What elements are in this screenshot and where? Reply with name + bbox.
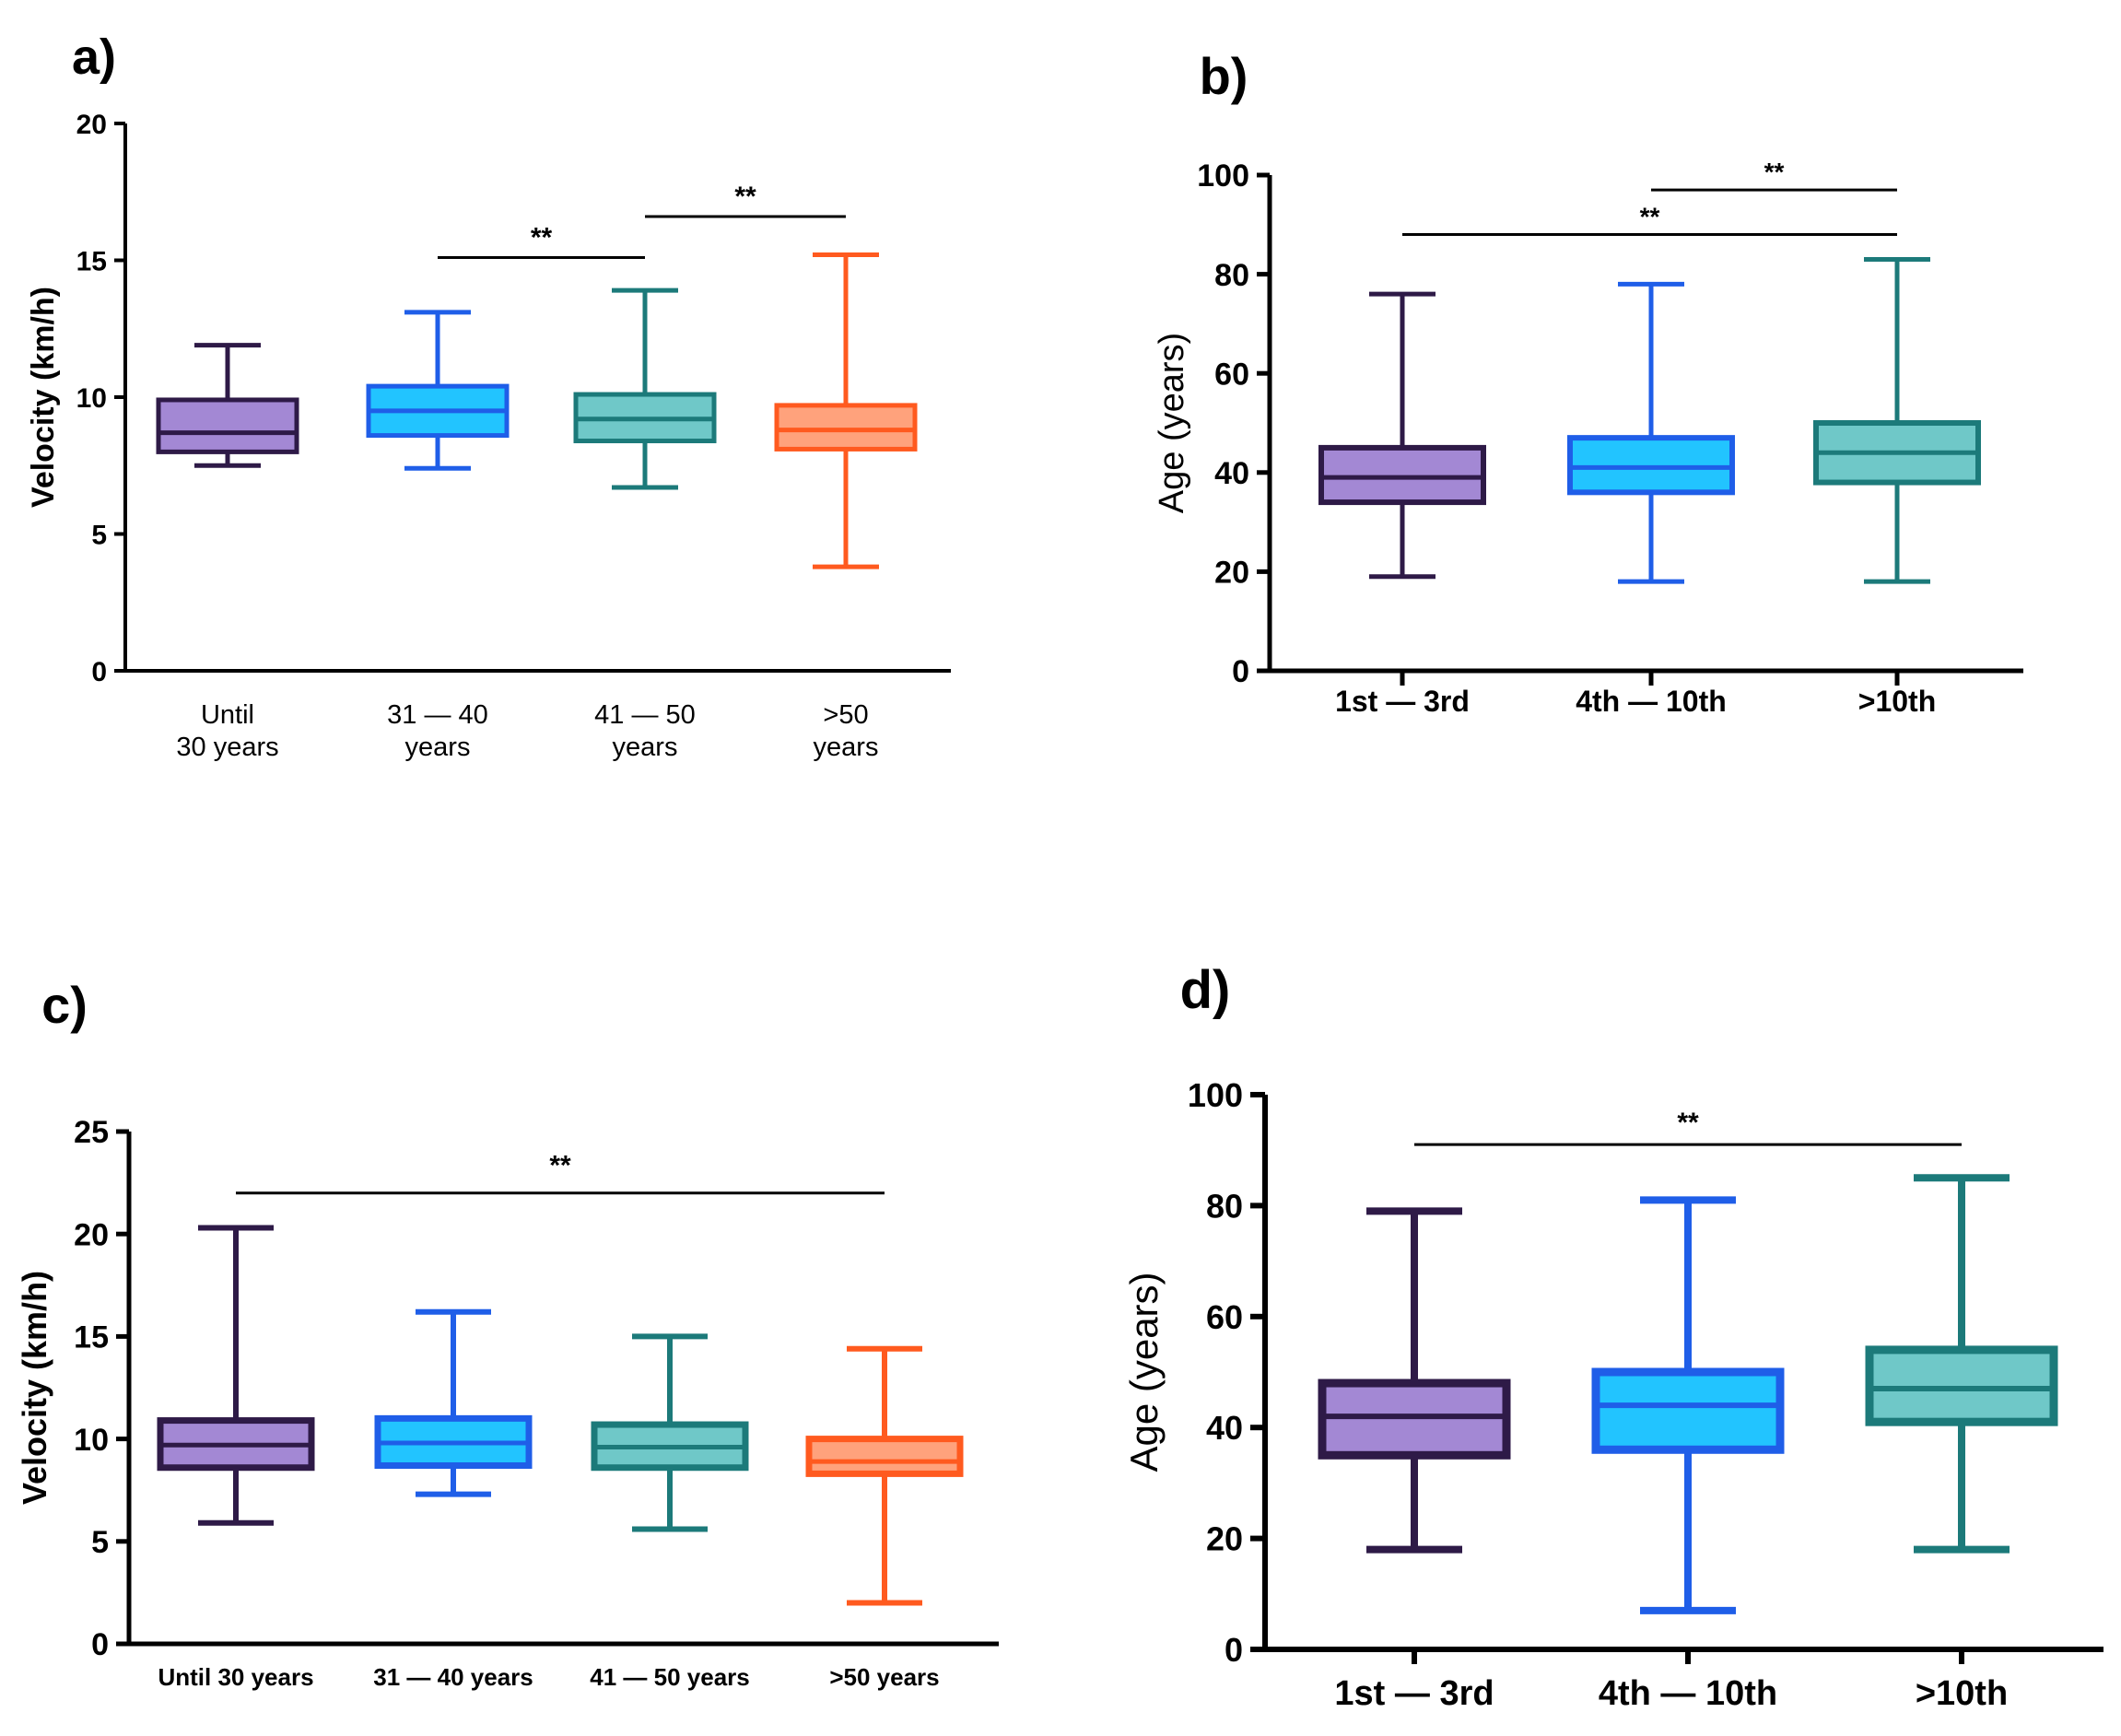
y-tick-label: 100 — [1197, 158, 1249, 194]
y-tick-label: 15 — [74, 1320, 109, 1355]
panel-b: b) Age (years) 0 20 40 60 80 100 1st — 3rd 4th — … — [1153, 47, 2023, 718]
box-2 — [374, 1308, 533, 1497]
y-tick-label: 20 — [76, 110, 107, 140]
box-1 — [1318, 1207, 1511, 1554]
y-tick-label: 40 — [1214, 456, 1249, 491]
box-1 — [156, 343, 299, 468]
iqr-box — [1591, 1367, 1785, 1454]
x-tick-label: 31 — 40 years — [373, 1663, 533, 1691]
y-tick-label: 5 — [91, 1525, 109, 1560]
significance-label: ** — [531, 223, 553, 253]
box-2 — [1567, 281, 1735, 584]
x-tick-label: >10th — [1858, 685, 1936, 718]
x-tick-label: 30 years — [176, 733, 278, 762]
y-tick-label: 0 — [1232, 654, 1249, 689]
iqr-box — [1865, 1345, 2058, 1426]
iqr-box — [805, 1436, 964, 1477]
y-tick-label: 0 — [91, 1627, 109, 1662]
y-tick-label: 80 — [1214, 258, 1249, 293]
y-tick-label: 10 — [74, 1423, 109, 1458]
significance-label: ** — [734, 182, 756, 212]
y-tick-label: 15 — [76, 246, 107, 276]
panel-label: d) — [1180, 960, 1231, 1020]
y-axis-label: Velocity (km/h) — [16, 1271, 53, 1505]
y-tick-label: 80 — [1206, 1187, 1243, 1225]
y-tick-label: 60 — [1206, 1298, 1243, 1336]
iqr-box — [1318, 444, 1486, 506]
y-axis-label: Velocity (km/h) — [26, 287, 61, 508]
panel-label: c) — [41, 976, 88, 1034]
y-tick-label: 5 — [91, 520, 107, 550]
x-tick-label: years — [613, 733, 678, 762]
significance-label: ** — [1640, 203, 1660, 231]
y-tick-label: 20 — [74, 1217, 109, 1252]
y-tick-label: 10 — [76, 383, 107, 414]
x-tick-label: 1st — 3rd — [1335, 685, 1470, 718]
box-3 — [591, 1333, 749, 1532]
iqr-box — [1318, 1378, 1511, 1460]
box-3 — [1813, 256, 1981, 584]
x-tick-label: Until 30 years — [158, 1663, 313, 1691]
x-tick-label: 41 — 50 — [594, 700, 696, 730]
y-tick-label: 100 — [1188, 1076, 1243, 1114]
panel-a: a) Velocity (km/h) 0 5 10 15 20 Until 30 years 31… — [26, 29, 951, 762]
x-tick-label: years — [405, 733, 471, 762]
x-tick-label: >50 — [823, 700, 868, 730]
x-tick-label: 31 — 40 — [387, 700, 488, 730]
x-tick-label: 1st — 3rd — [1334, 1674, 1494, 1713]
x-tick-label: 4th — 10th — [1576, 685, 1727, 718]
panel-d: d) Age (years) 0 20 40 60 80 100 1st — 3rd 4th — … — [1122, 960, 2103, 1713]
x-tick-label: 4th — 10th — [1599, 1674, 1777, 1713]
iqr-box — [156, 397, 299, 454]
x-tick-label: 41 — 50 years — [590, 1663, 749, 1691]
box-3 — [1865, 1174, 2058, 1554]
y-tick-label: 20 — [1214, 556, 1249, 591]
panel-c: c) Velocity (km/h) 0 5 10 15 20 25 Until 30 year… — [16, 976, 999, 1691]
y-axis-label: Age (years) — [1153, 333, 1191, 513]
iqr-box — [774, 403, 918, 452]
x-tick-label: Until — [201, 700, 254, 730]
y-tick-label: 40 — [1206, 1409, 1243, 1447]
panel-label: b) — [1200, 47, 1248, 105]
panel-label: a) — [72, 29, 116, 85]
y-axis-label: Age (years) — [1122, 1272, 1166, 1472]
box-4 — [774, 252, 918, 569]
y-tick-label: 60 — [1214, 357, 1249, 392]
y-tick-label: 20 — [1206, 1520, 1243, 1558]
significance-label: ** — [549, 1151, 571, 1181]
significance-label: ** — [1764, 158, 1785, 186]
x-tick-label: years — [814, 733, 879, 762]
box-1 — [1318, 291, 1486, 580]
y-tick-label: 0 — [1225, 1631, 1243, 1669]
box-1 — [157, 1225, 315, 1526]
box-2 — [1591, 1196, 1785, 1614]
iqr-box — [1567, 435, 1735, 496]
y-tick-label: 0 — [91, 657, 107, 687]
x-tick-label: >10th — [1916, 1674, 2008, 1713]
significance-label: ** — [1677, 1108, 1699, 1138]
box-2 — [366, 310, 510, 471]
box-3 — [573, 287, 717, 490]
box-4 — [805, 1345, 964, 1606]
x-tick-label: >50 years — [829, 1663, 939, 1691]
y-tick-label: 25 — [74, 1115, 109, 1150]
